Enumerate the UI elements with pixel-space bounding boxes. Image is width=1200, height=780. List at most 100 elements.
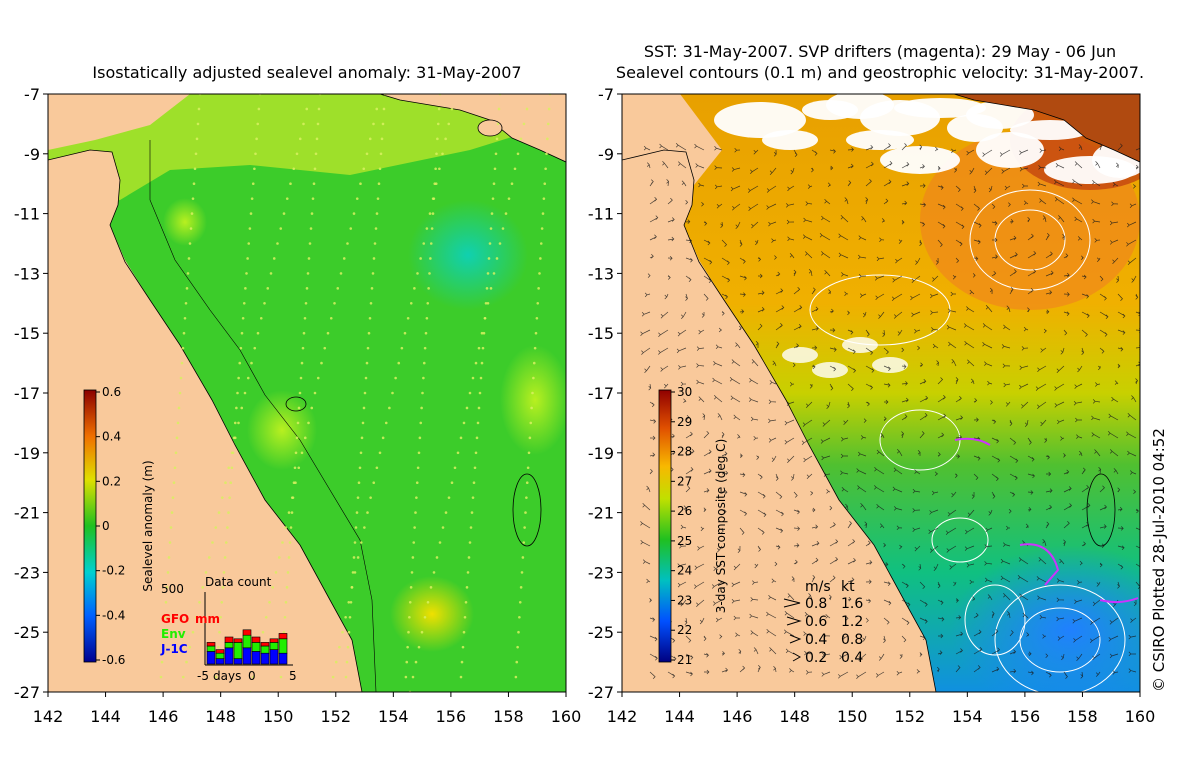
velocity-arrow: [984, 361, 993, 367]
svp-drifter-track: [1019, 543, 1060, 586]
velocity-arrow: [789, 382, 795, 387]
velocity-arrow: [919, 395, 929, 403]
velocity-legend-arrow: [786, 616, 802, 626]
track-dot: [347, 601, 351, 604]
track-dot: [285, 197, 289, 200]
track-dot: [313, 167, 317, 171]
lat-tick-label: -13: [588, 264, 614, 283]
velocity-arrow: [1043, 328, 1047, 334]
data-count-x-label: 0: [248, 669, 256, 683]
track-dot: [373, 242, 377, 245]
velocity-arrow: [649, 234, 657, 241]
data-count-bar-segment: [251, 651, 261, 665]
velocity-arrow: [1006, 525, 1011, 531]
velocity-arrow: [1009, 491, 1016, 497]
velocity-arrow: [1117, 293, 1123, 301]
velocity-arrow: [1127, 450, 1137, 457]
lat-tick-label: -23: [14, 563, 40, 582]
velocity-arrow: [1027, 507, 1032, 512]
velocity-arrow: [739, 453, 743, 458]
velocity-arrow: [1039, 614, 1047, 620]
velocity-arrow: [1092, 218, 1101, 224]
velocity-arrow: [1027, 233, 1034, 241]
track-dot: [185, 287, 189, 290]
velocity-arrow: [646, 485, 651, 493]
velocity-arrow: [973, 417, 979, 422]
track-dot: [159, 675, 163, 679]
velocity-arrow: [969, 167, 975, 175]
track-dot: [174, 451, 178, 455]
velocity-arrow: [700, 526, 705, 532]
lon-tick-label: 156: [436, 707, 467, 726]
velocity-arrow: [865, 197, 869, 205]
track-dot: [497, 107, 501, 111]
track-dot: [479, 376, 483, 380]
velocity-arrow: [883, 383, 891, 388]
track-dot: [305, 287, 309, 290]
track-dot: [514, 675, 518, 679]
velocity-arrow: [696, 379, 705, 385]
track-dot: [173, 466, 177, 470]
data-count-bar-segment: [206, 645, 216, 652]
velocity-arrow: [698, 182, 705, 188]
velocity-arrow: [793, 343, 800, 349]
velocity-arrow: [1130, 617, 1137, 623]
velocity-arrow: [948, 341, 957, 349]
velocity-legend: m/s kt 0.8 1.6 0.6 1.2 0.4 0.8 0.2 0.4: [783, 579, 863, 666]
velocity-arrow: [946, 545, 957, 553]
track-dot: [302, 331, 306, 335]
lat-tick-label: -17: [14, 384, 40, 403]
colorbar-tick-label: -0.6: [102, 653, 125, 667]
velocity-arrow: [1109, 220, 1119, 226]
track-dot: [532, 361, 536, 365]
velocity-arrow: [1128, 634, 1137, 640]
velocity-arrow: [847, 365, 857, 373]
velocity-arrow: [937, 432, 945, 439]
velocity-arrow: [1039, 198, 1047, 205]
velocity-arrow: [1074, 216, 1083, 223]
track-dot: [528, 436, 532, 440]
velocity-arrow: [865, 365, 875, 373]
velocity-arrow: [839, 653, 849, 660]
velocity-arrow: [1019, 383, 1029, 390]
velocity-arrow: [1135, 164, 1139, 170]
velocity-arrow: [901, 599, 911, 607]
velocity-arrow: [793, 269, 797, 277]
velocity-arrow: [1054, 383, 1065, 391]
velocity-arrow: [1078, 144, 1083, 151]
track-dot: [185, 660, 188, 664]
velocity-arrow: [649, 435, 656, 441]
velocity-arrow: [791, 576, 795, 583]
track-dot: [474, 451, 478, 455]
velocity-arrow: [1107, 430, 1119, 439]
lat-tick-label: -27: [588, 683, 614, 702]
velocity-arrow: [990, 400, 993, 405]
velocity-arrow: [716, 203, 723, 209]
colorbar-tick-label: 0.2: [102, 474, 121, 488]
track-dot: [284, 601, 288, 604]
track-dot: [422, 376, 425, 380]
track-dot: [453, 466, 457, 470]
velocity-arrow: [1007, 611, 1011, 619]
velocity-arrow: [640, 329, 651, 336]
track-dot: [495, 137, 499, 141]
track-dot: [338, 645, 341, 649]
track-dot: [376, 197, 380, 200]
velocity-arrow: [793, 323, 802, 331]
lat-tick-label: -27: [14, 683, 40, 702]
track-dot: [532, 376, 535, 380]
velocity-arrow: [703, 669, 710, 675]
velocity-arrow: [876, 449, 885, 457]
velocity-arrow: [951, 359, 957, 367]
track-dot: [516, 645, 519, 649]
velocity-arrow: [954, 473, 958, 478]
velocity-arrow: [828, 594, 832, 601]
velocity-arrow: [1027, 455, 1035, 462]
velocity-arrow: [955, 648, 963, 655]
track-dot: [507, 197, 511, 200]
lat-tick-label: -13: [14, 264, 40, 283]
velocity-arrow: [901, 143, 907, 151]
track-dot: [447, 496, 451, 499]
velocity-arrow: [1042, 215, 1047, 223]
velocity-arrow: [1019, 593, 1029, 601]
